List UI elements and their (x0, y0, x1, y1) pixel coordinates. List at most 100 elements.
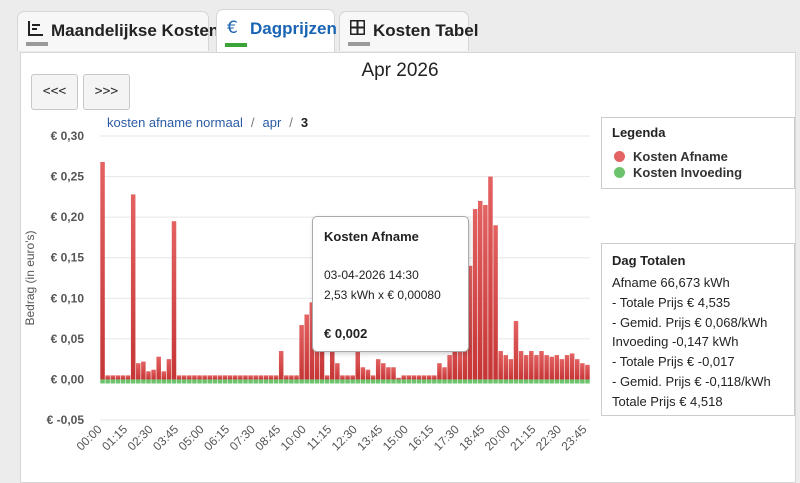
bar-invoeding (181, 379, 187, 384)
bar-afname (253, 375, 258, 380)
invoeding-dot-icon (614, 167, 625, 178)
bar-afname (360, 367, 366, 380)
bar-invoeding (375, 379, 381, 384)
bar-invoeding (110, 379, 116, 384)
bar-afname (457, 351, 463, 380)
tooltip-datetime: 03-04-2026 14:30 (324, 268, 419, 282)
x-tick-label: 10:00 (278, 422, 309, 453)
bar-invoeding (457, 379, 463, 384)
bar-afname (580, 363, 585, 380)
y-tick-label: € 0,15 (51, 251, 85, 265)
bar-invoeding (345, 379, 350, 384)
tab-kosten-tabel[interactable]: Kosten Tabel (339, 11, 478, 51)
bar-invoeding (340, 379, 345, 384)
bar-invoeding (284, 379, 289, 384)
tab-underline (225, 43, 247, 47)
bar-afname (324, 375, 330, 380)
bar-invoeding (493, 379, 498, 384)
bar-invoeding (472, 379, 478, 384)
tab-label: Maandelijkse Kosten (51, 21, 220, 40)
legend: Legenda Kosten Afname Kosten Invoeding (601, 117, 795, 189)
tab-dagprijzen[interactable]: € Dagprijzen (216, 9, 337, 53)
bar-afname (426, 375, 432, 380)
bar-afname (289, 375, 294, 380)
bar-invoeding (227, 379, 233, 384)
bar-invoeding (523, 379, 529, 384)
bar-invoeding (294, 379, 299, 384)
bar-invoeding (386, 379, 391, 384)
bar-invoeding (156, 379, 161, 384)
bar-afname (544, 355, 549, 380)
bar-afname (284, 375, 289, 380)
bar-afname (335, 363, 340, 380)
bar-invoeding (426, 379, 432, 384)
bar-invoeding (212, 379, 218, 384)
bar-invoeding (161, 379, 167, 384)
bar-afname (309, 302, 315, 380)
bar-invoeding (498, 379, 503, 384)
y-tick-label: € 0,30 (51, 129, 85, 143)
bar-afname (263, 375, 269, 380)
bar-afname (105, 375, 110, 380)
legend-item-invoeding[interactable]: Kosten Invoeding (614, 165, 742, 180)
bar-afname (141, 361, 146, 380)
bar-invoeding (258, 379, 264, 384)
bar-afname (197, 375, 202, 380)
bar-invoeding (370, 379, 376, 384)
bar-afname (146, 371, 151, 380)
breadcrumb-level1[interactable]: kosten afname normaal (107, 115, 243, 130)
bar-invoeding (197, 379, 202, 384)
bar-afname (156, 356, 161, 380)
x-tick-label: 23:45 (558, 422, 589, 453)
totals-line: - Totale Prijs € -0,017 (612, 354, 735, 369)
bar-afname (278, 351, 284, 380)
bar-invoeding (503, 379, 509, 384)
tab-underline (26, 42, 48, 46)
bar-invoeding (355, 379, 361, 384)
bar-afname (273, 375, 279, 380)
y-axis-title: Bedrag (in euro's) (23, 230, 37, 325)
bar-invoeding (416, 379, 422, 384)
bar-invoeding (136, 379, 141, 384)
bar-afname (478, 200, 483, 380)
bar-invoeding (559, 379, 565, 384)
totals-line: - Gemid. Prijs € -0,118/kWh (612, 374, 771, 389)
bar-invoeding (309, 379, 315, 384)
tab-maandelijkse-kosten[interactable]: Maandelijkse Kosten (17, 11, 219, 51)
bar-invoeding (488, 379, 493, 384)
bar-afname (171, 221, 177, 380)
y-tick-label: € 0,00 (51, 372, 85, 386)
bar-afname (416, 375, 422, 380)
bar-invoeding (391, 379, 396, 384)
bar-afname (222, 375, 228, 380)
totals-line: Invoeding -0,147 kWh (612, 334, 739, 349)
bar-afname (176, 375, 182, 380)
next-month-button[interactable]: >>> (83, 74, 130, 110)
bar-invoeding (452, 379, 457, 384)
y-tick-label: € 0,05 (51, 332, 85, 346)
legend-title: Legenda (612, 125, 666, 140)
bar-afname (243, 375, 248, 380)
bar-afname (130, 194, 136, 380)
bar-afname (166, 359, 172, 380)
bar-invoeding (564, 379, 570, 384)
bar-afname (268, 375, 274, 380)
bar-afname (181, 375, 187, 380)
bar-invoeding (125, 379, 131, 384)
euro-icon: € (227, 18, 238, 38)
prev-month-button[interactable]: <<< (31, 74, 78, 110)
bar-invoeding (222, 379, 228, 384)
bar-invoeding (141, 379, 146, 384)
totals-line: Afname 66,673 kWh (612, 275, 730, 290)
bar-invoeding (360, 379, 366, 384)
legend-item-afname[interactable]: Kosten Afname (614, 149, 728, 164)
bar-invoeding (585, 379, 590, 384)
bar-afname (192, 375, 197, 380)
bar-invoeding (406, 379, 412, 384)
x-tick-label: 02:30 (125, 422, 156, 453)
bar-invoeding (176, 379, 182, 384)
bar-afname (472, 209, 478, 380)
bar-afname (493, 225, 498, 380)
breadcrumb-level2[interactable]: apr (262, 115, 282, 130)
